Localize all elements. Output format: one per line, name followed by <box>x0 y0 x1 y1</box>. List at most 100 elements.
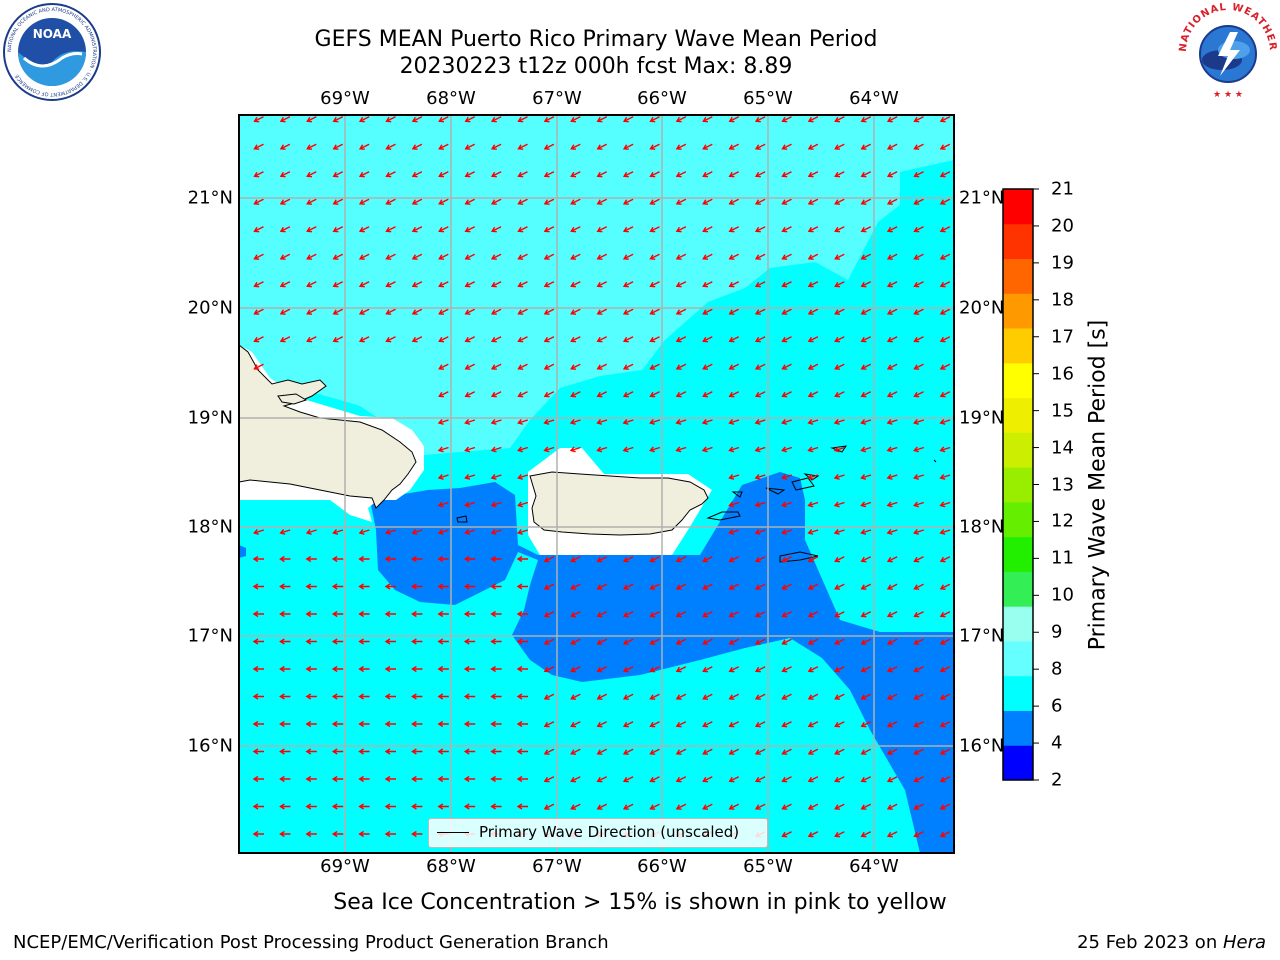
wave-direction-arrow <box>886 638 898 645</box>
wave-direction-arrow <box>807 803 819 810</box>
wave-direction-arrow <box>939 446 951 453</box>
wave-direction-arrow <box>834 171 845 178</box>
graticule <box>239 115 954 853</box>
wave-direction-arrow <box>913 831 924 838</box>
wave-direction-arrow <box>728 198 740 205</box>
wave-direction-arrow <box>834 281 845 288</box>
wave-direction-arrow <box>411 720 423 728</box>
wave-direction-arrow <box>253 116 264 123</box>
wave-direction-arrow <box>886 666 898 673</box>
wave-direction-arrow <box>358 281 370 288</box>
wave-direction-arrow <box>834 226 845 233</box>
wave-direction-arrow <box>728 528 740 535</box>
wave-direction-arrow <box>622 198 634 205</box>
wave-direction-arrow <box>332 308 344 315</box>
wave-direction-arrow <box>543 171 555 178</box>
wave-direction-arrow <box>754 583 766 590</box>
colorbar-swatch <box>1003 640 1033 677</box>
wave-direction-arrow <box>438 226 449 233</box>
wave-direction-arrow <box>464 253 476 260</box>
wave-direction-arrow <box>728 473 740 480</box>
wave-direction-arrow <box>649 556 660 563</box>
wave-direction-arrow <box>517 308 528 315</box>
colorbar-swatch <box>1003 606 1033 642</box>
wave-direction-arrow <box>516 665 528 673</box>
colorbar-tick-label: 2 <box>1051 769 1063 791</box>
wave-direction-arrow <box>543 143 555 150</box>
wave-direction-arrow <box>463 803 476 810</box>
colorbar-tick-label: 11 <box>1051 547 1074 569</box>
wave-direction-arrow <box>939 198 951 205</box>
st-croix-island <box>779 551 819 563</box>
wave-direction-arrow <box>754 473 766 480</box>
wave-direction-arrow <box>702 198 713 205</box>
wave-direction-arrow <box>543 418 555 425</box>
wave-direction-arrow <box>913 253 924 260</box>
wave-direction-arrow <box>596 143 608 150</box>
wave-direction-arrow <box>543 198 555 205</box>
wave-direction-arrow <box>754 666 766 673</box>
wave-direction-arrow <box>305 693 317 700</box>
wave-direction-arrow <box>411 281 423 288</box>
wave-direction-arrow <box>358 308 370 315</box>
lat-label-right: 17°N <box>959 625 1005 647</box>
wave-direction-arrow <box>807 171 819 178</box>
wave-direction-arrow <box>939 171 951 178</box>
wave-direction-arrow <box>913 721 924 728</box>
wave-direction-arrow <box>754 556 766 563</box>
hispaniola-land <box>238 343 417 509</box>
wave-direction-arrow <box>728 693 740 700</box>
wave-direction-arrow <box>860 528 872 535</box>
wave-direction-arrow <box>463 720 476 728</box>
wave-direction-arrow <box>860 198 872 205</box>
wave-direction-arrow <box>675 198 687 205</box>
wave-direction-arrow <box>675 253 687 260</box>
wave-direction-arrow <box>754 501 766 508</box>
wave-direction-arrow <box>358 253 370 260</box>
wave-direction-arrow <box>754 198 766 205</box>
wave-direction-arrow <box>913 143 924 150</box>
wave-direction-arrow <box>358 555 370 563</box>
wave-direction-arrow <box>649 226 660 233</box>
wave-direction-arrow <box>464 116 476 123</box>
wave-direction-arrow <box>279 803 291 810</box>
wave-direction-arrow <box>939 308 951 315</box>
wave-direction-arrow <box>781 803 792 810</box>
wave-direction-arrow <box>860 391 872 398</box>
wave-direction-arrow <box>517 501 529 508</box>
wave-direction-arrow <box>886 803 898 810</box>
wave-direction-arrow <box>306 171 317 178</box>
wave-direction-arrow <box>754 638 766 645</box>
wave-direction-arrow <box>332 528 344 535</box>
wave-direction-arrow <box>781 583 792 590</box>
wave-direction-arrow <box>437 528 449 535</box>
lat-label-right: 20°N <box>959 297 1005 319</box>
wave-direction-arrow <box>622 556 634 563</box>
wave-direction-arrow <box>649 143 660 150</box>
wave-direction-arrow <box>596 391 608 398</box>
lat-label-right: 18°N <box>959 516 1005 538</box>
wave-direction-arrow <box>860 336 872 343</box>
wave-direction-arrow <box>279 583 291 590</box>
virgin-islands-a <box>765 487 786 495</box>
wave-direction-arrow <box>728 116 740 123</box>
wave-direction-arrow <box>649 336 660 343</box>
wave-direction-arrow <box>702 363 713 370</box>
wave-direction-arrow <box>570 143 581 150</box>
wave-direction-arrow <box>596 226 608 233</box>
wave-direction-arrow <box>490 803 502 810</box>
wave-direction-arrow <box>860 418 872 425</box>
wave-direction-arrow <box>702 666 713 673</box>
wave-direction-arrow <box>860 473 872 480</box>
wave-direction-arrow <box>358 336 370 343</box>
wave-direction-arrow <box>570 748 581 755</box>
wave-direction-arrow <box>543 638 555 645</box>
wave-direction-arrow <box>649 803 660 810</box>
wave-direction-arrow <box>781 171 792 178</box>
colorbar-tick-label: 18 <box>1051 289 1074 311</box>
wave-direction-arrow <box>252 665 264 673</box>
wave-direction-arrow <box>939 143 951 150</box>
wave-direction-arrow <box>437 446 449 453</box>
wave-direction-arrow <box>807 308 819 315</box>
wave-direction-arrow <box>305 720 317 728</box>
